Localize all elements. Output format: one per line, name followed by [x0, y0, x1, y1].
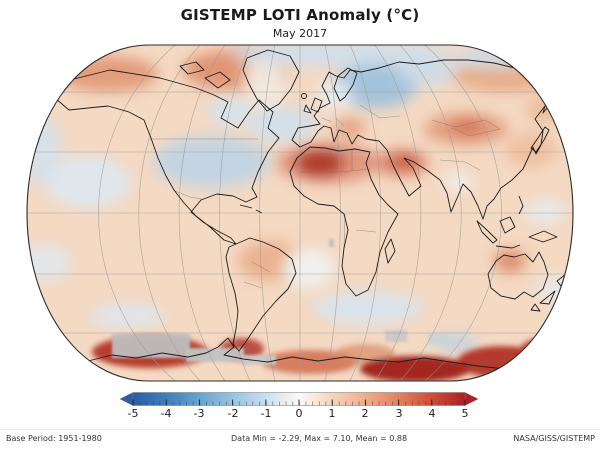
colorbar-major-ticks: [132, 399, 466, 406]
tick-label: -4: [160, 407, 172, 420]
coastlines: [54, 49, 567, 373]
tick-label: -2: [227, 407, 239, 420]
tick-label: -5: [127, 407, 139, 420]
country-borders: [150, 104, 501, 289]
tick-label: 2: [361, 407, 369, 420]
tick-label: 3: [395, 407, 403, 420]
data-stats-label: Data Min = -2.29, Max = 7.10, Mean = 0.8…: [231, 434, 408, 443]
footer-bar: Base Period: 1951-1980 Data Min = -2.29,…: [0, 429, 600, 451]
anomaly-world-map: [26, 44, 574, 382]
map-outline: [26, 44, 574, 382]
tick-label: 4: [428, 407, 436, 420]
page-title: GISTEMP LOTI Anomaly (°C): [180, 6, 420, 24]
credit-label: NASA/GISS/GISTEMP: [513, 434, 595, 443]
colorbar-right-arrow: [464, 392, 479, 406]
page-subtitle: May 2017: [272, 27, 328, 40]
tick-label: -3: [193, 407, 205, 420]
colorbar-minor-ticks: [133, 392, 465, 406]
tick-label: 0: [295, 407, 303, 420]
colorbar-tick-labels: -5 -4 -3 -2 -1 0 1 2 3 4 5: [118, 407, 480, 423]
tick-label: 5: [461, 407, 469, 420]
tick-label: 1: [328, 407, 336, 420]
graticule-grid: [27, 45, 573, 381]
base-period-label: Base Period: 1951-1980: [6, 434, 102, 443]
colorbar-scale: [119, 392, 479, 406]
colorbar-left-arrow: [119, 392, 134, 406]
tick-label: -1: [260, 407, 272, 420]
missing-data-patches: [112, 239, 448, 365]
colorbar: -5 -4 -3 -2 -1 0 1 2 3 4 5: [118, 392, 480, 424]
